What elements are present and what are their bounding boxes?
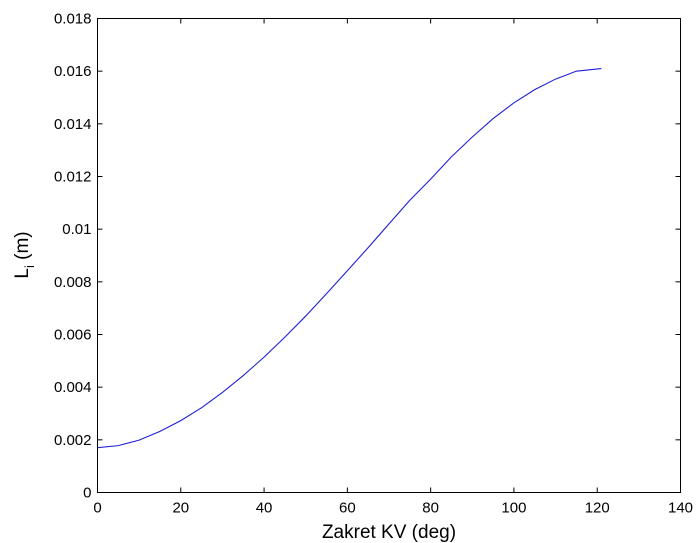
x-tick-label: 40 bbox=[256, 500, 273, 517]
x-tick-label: 60 bbox=[339, 500, 356, 517]
y-axis-label-subscript: i bbox=[22, 265, 37, 268]
y-tick-label: 0.012 bbox=[54, 169, 92, 186]
x-axis-ticks: 0 20 40 60 80 100 120 140 bbox=[93, 18, 693, 517]
x-tick-label: 20 bbox=[172, 500, 189, 517]
x-tick-label: 100 bbox=[501, 500, 526, 517]
x-tick-label: 140 bbox=[668, 500, 693, 517]
x-tick-label: 80 bbox=[422, 500, 439, 517]
series-line bbox=[97, 67, 602, 449]
x-tick-label: 120 bbox=[585, 500, 610, 517]
y-axis-label-main: L bbox=[12, 268, 33, 279]
y-tick-label: 0.006 bbox=[54, 327, 92, 344]
y-tick-label: 0.014 bbox=[54, 116, 92, 133]
x-axis-label: Zakret KV (deg) bbox=[322, 522, 456, 543]
y-axis-label-suffix: (m) bbox=[12, 231, 33, 265]
y-tick-label: 0.008 bbox=[54, 274, 92, 291]
y-axis-ticks: 0 0.002 0.004 0.006 0.008 0.01 0.012 0.014 0.016… bbox=[54, 11, 681, 502]
y-tick-label: 0.002 bbox=[54, 432, 92, 449]
y-tick-label: 0.01 bbox=[62, 221, 91, 238]
y-tick-label: 0.018 bbox=[54, 11, 92, 28]
plot-frame bbox=[97, 18, 681, 493]
y-tick-label: 0.004 bbox=[54, 379, 92, 396]
series-group bbox=[97, 67, 602, 449]
y-tick-label: 0 bbox=[83, 485, 91, 502]
y-tick-label: 0.016 bbox=[54, 63, 92, 80]
x-tick-label: 0 bbox=[93, 500, 101, 517]
y-axis-label: Li (m) bbox=[12, 231, 37, 278]
